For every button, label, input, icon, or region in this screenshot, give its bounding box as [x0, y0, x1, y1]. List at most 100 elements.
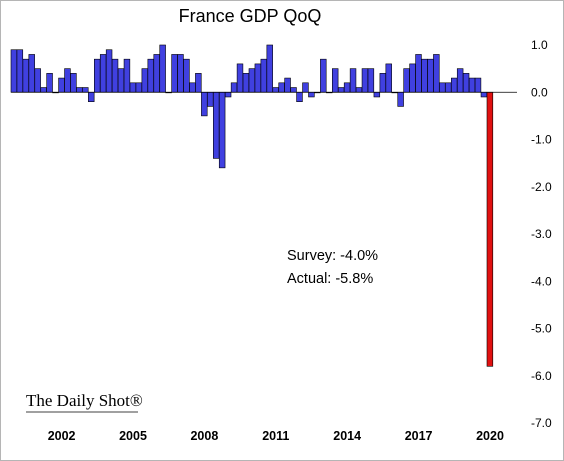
bar	[183, 58, 190, 93]
bar	[355, 87, 363, 93]
bar	[337, 87, 345, 93]
bar	[177, 54, 184, 93]
bar	[189, 82, 196, 93]
bar	[486, 91, 494, 367]
bar	[397, 91, 404, 107]
bar	[248, 68, 256, 93]
y-tick-label: -3.0	[531, 227, 552, 241]
bar	[28, 54, 35, 93]
bar	[415, 54, 422, 93]
bar	[195, 73, 202, 93]
bar	[403, 68, 410, 93]
bar	[40, 87, 47, 93]
bar	[349, 68, 357, 93]
bar	[421, 58, 428, 93]
bar	[474, 77, 482, 93]
bar	[141, 68, 148, 93]
bar	[439, 82, 446, 93]
bar	[22, 58, 29, 93]
bar	[230, 82, 238, 93]
bar	[117, 68, 125, 93]
watermark: The Daily Shot®	[26, 391, 143, 413]
bar	[159, 44, 166, 93]
bar	[427, 58, 434, 93]
bar	[171, 54, 178, 93]
bar	[153, 54, 160, 93]
bar	[290, 87, 297, 93]
bar	[361, 68, 369, 93]
chart-title: France GDP QoQ	[179, 6, 322, 26]
bar	[284, 77, 291, 93]
bar	[254, 63, 262, 93]
bar	[367, 68, 375, 93]
bar	[201, 91, 208, 117]
y-tick-label: -1.0	[531, 133, 552, 147]
bar	[94, 58, 101, 93]
watermark-text: The Daily Shot®	[26, 391, 143, 410]
bar	[343, 82, 351, 93]
bar	[468, 77, 476, 93]
bar	[260, 58, 267, 93]
y-tick-label: 0.0	[531, 85, 548, 99]
bar	[302, 82, 309, 93]
bar	[236, 63, 244, 93]
bar	[207, 91, 214, 107]
bar	[34, 68, 41, 93]
annotation-survey: Survey: -4.0%	[287, 248, 378, 264]
annotation-actual: Actual: -5.8%	[287, 271, 373, 287]
bar	[105, 49, 113, 93]
bar	[445, 82, 452, 93]
y-tick-label: -5.0	[531, 322, 552, 336]
y-tick-label: 1.0	[531, 38, 548, 52]
bar	[64, 68, 71, 93]
bar-group	[10, 44, 517, 367]
bar	[218, 91, 226, 169]
y-tick-label: -2.0	[531, 180, 552, 194]
bar	[278, 82, 285, 93]
x-tick-label: 2017	[405, 429, 433, 443]
y-tick-label: -6.0	[531, 369, 552, 383]
bar	[76, 87, 83, 93]
x-tick-label: 2014	[333, 429, 361, 443]
bar	[129, 82, 137, 93]
x-tick-label: 2020	[476, 429, 504, 443]
y-tick-label: -7.0	[531, 416, 552, 430]
bar	[10, 49, 18, 93]
bar	[379, 73, 386, 93]
bar	[135, 82, 143, 93]
x-axis: 2002 2005 2008 2011 2014 2017 2020	[48, 429, 504, 443]
bar	[296, 91, 303, 102]
bar	[242, 73, 250, 93]
bar	[123, 58, 131, 93]
bar	[450, 77, 458, 93]
bar	[409, 63, 416, 93]
bar	[331, 68, 339, 93]
x-tick-label: 2008	[190, 429, 218, 443]
x-tick-label: 2011	[262, 429, 289, 443]
bar	[308, 91, 315, 98]
bar	[456, 68, 464, 93]
bar	[373, 91, 381, 98]
y-tick-label: -4.0	[531, 274, 552, 288]
bar	[82, 87, 89, 93]
bar	[147, 58, 154, 93]
bar	[433, 54, 440, 93]
bar	[16, 49, 24, 93]
bar	[46, 73, 53, 93]
bar	[320, 58, 327, 93]
bar	[88, 91, 95, 102]
bar	[224, 91, 232, 98]
bar	[462, 73, 470, 93]
bar	[385, 63, 392, 93]
bar	[272, 87, 279, 93]
x-tick-label: 2005	[119, 429, 147, 443]
bar	[213, 91, 220, 159]
x-tick-label: 2002	[48, 429, 76, 443]
bar	[70, 73, 77, 93]
bar	[99, 54, 107, 93]
bar	[480, 91, 488, 98]
bar	[111, 58, 119, 93]
bar	[266, 44, 273, 93]
